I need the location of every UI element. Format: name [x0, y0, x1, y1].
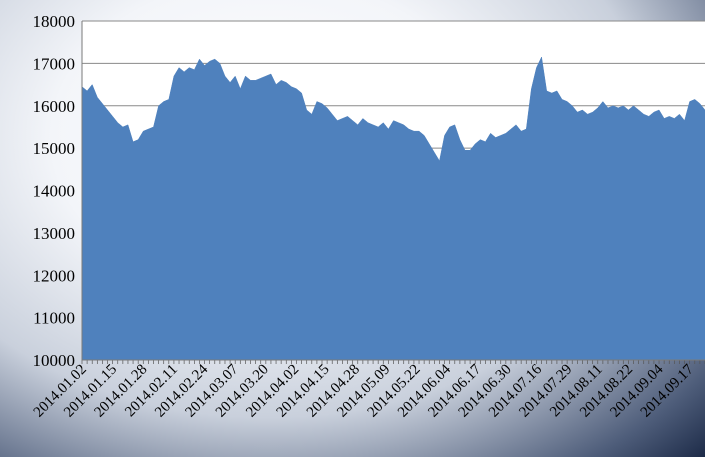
y-tick-label: 11000: [33, 309, 75, 328]
y-tick-label: 15000: [33, 139, 76, 158]
y-tick-label: 16000: [33, 97, 76, 116]
series-area: [81, 56, 705, 361]
x-axis-tick-labels: 2014.01.022014.01.152014.01.282014.02.11…: [31, 361, 697, 420]
x-axis-tick-marks: [81, 360, 705, 364]
y-tick-label: 18000: [33, 12, 76, 31]
y-axis-tick-labels: 10000 11000 12000 13000 14000 15000 16000 17000…: [33, 12, 76, 370]
y-tick-label: 17000: [33, 54, 76, 73]
y-tick-label: 10000: [33, 351, 76, 370]
y-tick-label: 14000: [33, 182, 76, 201]
y-tick-label: 12000: [33, 266, 76, 285]
y-tick-label: 13000: [33, 224, 76, 243]
